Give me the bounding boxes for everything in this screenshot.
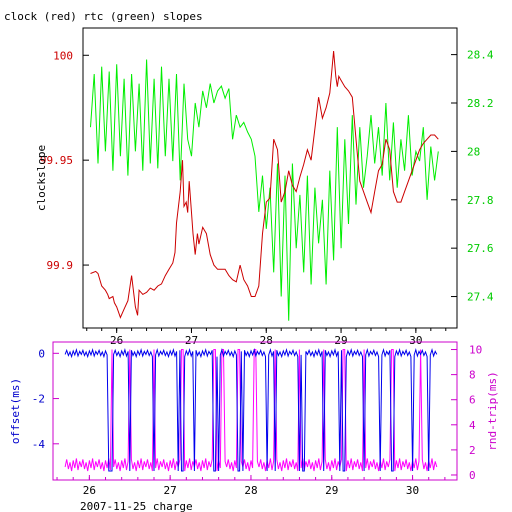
- x-tick-label: 30: [409, 334, 422, 347]
- y2-tick-label: 28.4: [467, 49, 494, 62]
- rndtrip-y-tick-label: 8: [469, 369, 476, 382]
- y-tick-label: 99.95: [40, 154, 73, 167]
- rndtrip-y-tick-label: 4: [469, 419, 476, 432]
- bottom-x-tick-label: 28: [244, 484, 257, 497]
- rndtrip-y-tick-label: 6: [469, 394, 476, 407]
- rndtrip-y-tick-label: 10: [469, 344, 482, 357]
- offset-line: [64, 347, 438, 472]
- y2-tick-label: 28.2: [467, 97, 494, 110]
- rndtrip-axis-label: rnd-trip(ms): [486, 371, 499, 450]
- bottom-x-tick-label: 27: [164, 484, 177, 497]
- y-tick-label: 99.9: [47, 259, 74, 272]
- rndtrip-line: [64, 349, 438, 472]
- y2-tick-label: 27.4: [467, 291, 494, 304]
- y-tick-label: 100: [53, 49, 73, 62]
- x-tick-label: 26: [110, 334, 123, 347]
- bottom-x-tick-label: 29: [325, 484, 338, 497]
- y2-tick-label: 27.8: [467, 194, 494, 207]
- bottom-x-tick-label: 26: [83, 484, 96, 497]
- x-tick-label: 28: [260, 334, 273, 347]
- x-tick-label: 29: [334, 334, 347, 347]
- x-tick-label: 27: [185, 334, 198, 347]
- y2-tick-label: 28: [467, 145, 480, 158]
- top-plot-frame: [82, 27, 458, 329]
- y-axis-label: clockslope: [35, 145, 48, 211]
- offset-y-tick-label: -4: [32, 438, 46, 451]
- bottom-x-tick-label: 30: [406, 484, 419, 497]
- rndtrip-y-tick-label: 2: [469, 444, 476, 457]
- chart-title: clock (red) rtc (green) slopes: [4, 10, 203, 23]
- bottom-plot-frame: [52, 341, 458, 481]
- offset-y-tick-label: -2: [32, 393, 45, 406]
- clock-slope-line: [90, 51, 439, 319]
- offset-axis-label: offset(ms): [9, 378, 22, 444]
- offset-y-tick-label: 0: [38, 347, 45, 360]
- y2-tick-label: 27.6: [467, 242, 494, 255]
- rndtrip-y-tick-label: 0: [469, 469, 476, 482]
- rtc-slope-line: [90, 59, 439, 321]
- x-axis-label: 2007-11-25 charge: [80, 500, 193, 512]
